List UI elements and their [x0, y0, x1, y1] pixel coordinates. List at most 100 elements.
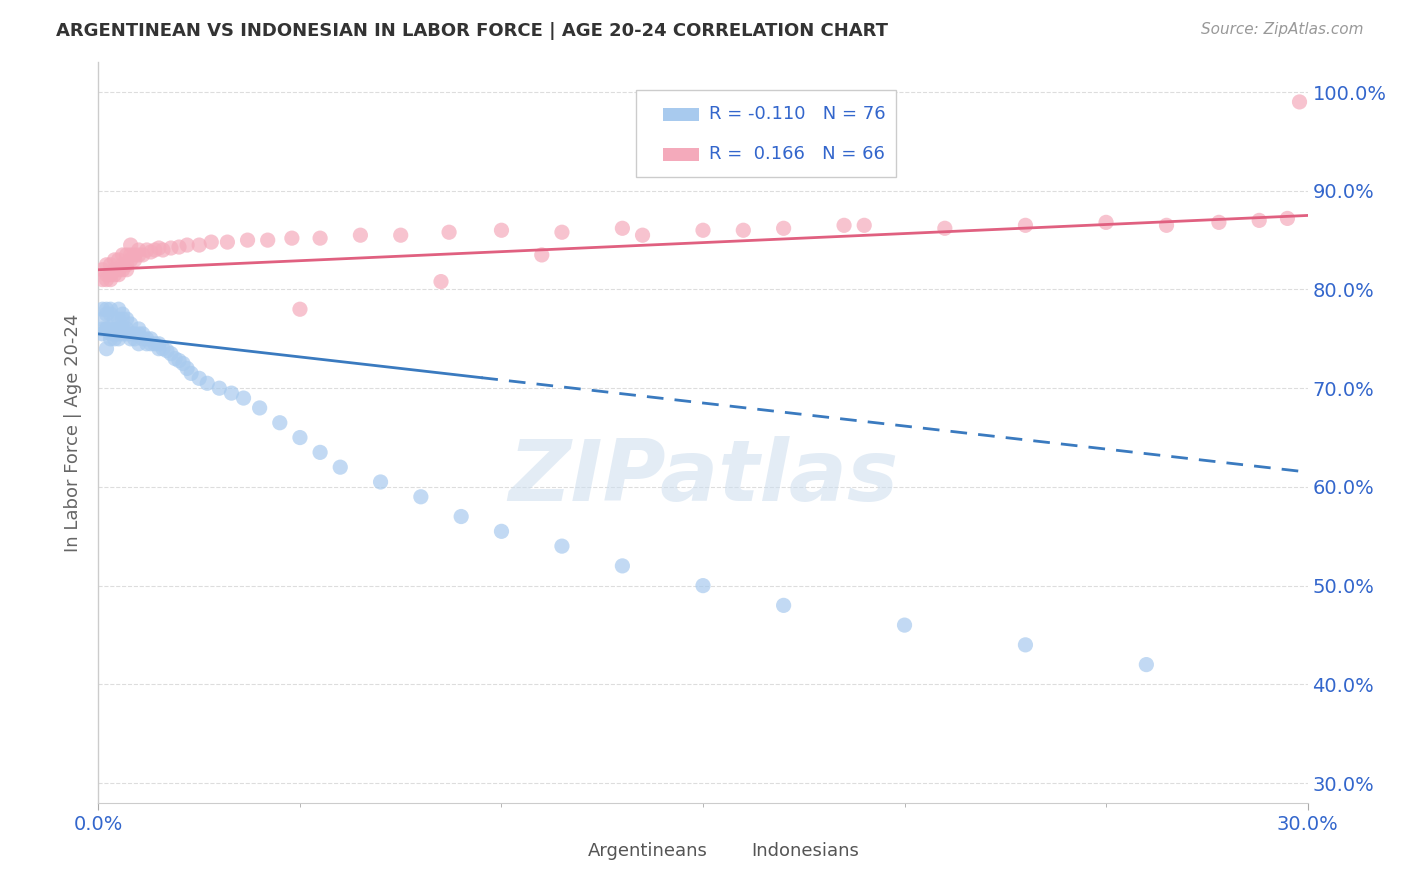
Point	[236, 233, 259, 247]
Point	[176, 238, 198, 252]
Point	[96, 302, 118, 317]
Point	[163, 351, 186, 366]
Point	[91, 272, 114, 286]
Point	[120, 238, 142, 252]
Point	[208, 381, 231, 395]
Point	[430, 275, 453, 289]
Point	[221, 386, 243, 401]
Point	[329, 460, 352, 475]
Point	[91, 312, 114, 326]
Point	[107, 252, 129, 267]
Point	[120, 332, 142, 346]
Point	[288, 431, 311, 445]
Point	[152, 243, 174, 257]
Bar	[546, 842, 582, 861]
Bar	[709, 842, 745, 861]
Point	[107, 322, 129, 336]
Point	[631, 228, 654, 243]
Point	[389, 228, 412, 243]
Point	[309, 445, 332, 459]
Text: ZIPatlas: ZIPatlas	[508, 435, 898, 518]
Point	[128, 326, 150, 341]
Point	[96, 322, 118, 336]
Point	[132, 248, 155, 262]
Text: Source: ZipAtlas.com: Source: ZipAtlas.com	[1201, 22, 1364, 37]
Point	[1208, 215, 1230, 229]
Point	[612, 558, 634, 573]
Point	[135, 332, 157, 346]
Point	[200, 235, 222, 249]
Point	[103, 332, 125, 346]
Point	[180, 367, 202, 381]
Point	[120, 326, 142, 341]
FancyBboxPatch shape	[637, 90, 897, 178]
Point	[832, 219, 855, 233]
Text: R = -0.110   N = 76: R = -0.110 N = 76	[709, 105, 886, 123]
Point	[96, 322, 118, 336]
Point	[612, 221, 634, 235]
Bar	[664, 147, 699, 161]
Point	[115, 312, 138, 326]
Point	[100, 326, 122, 341]
Text: R =  0.166   N = 66: R = 0.166 N = 66	[709, 145, 884, 163]
Point	[91, 302, 114, 317]
Point	[111, 307, 134, 321]
Point	[107, 262, 129, 277]
Point	[100, 322, 122, 336]
Point	[96, 258, 118, 272]
Point	[96, 342, 118, 356]
Point	[309, 231, 332, 245]
Point	[1288, 95, 1310, 109]
Point	[551, 225, 574, 239]
Point	[853, 219, 876, 233]
Point	[1277, 211, 1299, 226]
Point	[128, 322, 150, 336]
Point	[132, 332, 155, 346]
Point	[135, 243, 157, 257]
Point	[156, 343, 179, 358]
Point	[96, 272, 118, 286]
Point	[160, 346, 183, 360]
Point	[349, 228, 371, 243]
Point	[124, 252, 146, 267]
Point	[128, 243, 150, 257]
Point	[128, 336, 150, 351]
Point	[1014, 219, 1036, 233]
Point	[100, 302, 122, 317]
Point	[143, 336, 166, 351]
Point	[1095, 215, 1118, 229]
Point	[692, 223, 714, 237]
Point	[176, 361, 198, 376]
Point	[148, 241, 170, 255]
Point	[100, 268, 122, 282]
Point	[120, 248, 142, 262]
Point	[893, 618, 915, 632]
Point	[111, 262, 134, 277]
Point	[437, 225, 460, 239]
Text: Argentineans: Argentineans	[588, 842, 709, 860]
Point	[103, 326, 125, 341]
Point	[139, 336, 162, 351]
Point	[96, 268, 118, 282]
Point	[115, 258, 138, 272]
Point	[188, 371, 211, 385]
Point	[103, 262, 125, 277]
Point	[115, 248, 138, 262]
Point	[100, 307, 122, 321]
Point	[100, 272, 122, 286]
Point	[167, 240, 190, 254]
Text: Indonesians: Indonesians	[751, 842, 859, 860]
Point	[91, 322, 114, 336]
Point	[111, 258, 134, 272]
Point	[551, 539, 574, 553]
Point	[91, 262, 114, 277]
Point	[115, 322, 138, 336]
Point	[107, 312, 129, 326]
Point	[107, 332, 129, 346]
Point	[1156, 219, 1178, 233]
Point	[139, 244, 162, 259]
Point	[281, 231, 304, 245]
Point	[934, 221, 956, 235]
Point	[100, 332, 122, 346]
Point	[120, 317, 142, 331]
